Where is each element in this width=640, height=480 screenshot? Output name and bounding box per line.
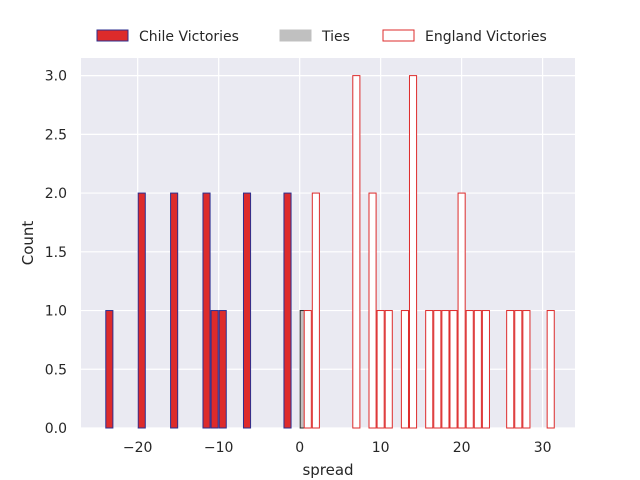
x-tick-label: 0 [295, 440, 304, 456]
bar-series-2 [425, 310, 434, 429]
legend-swatch [279, 29, 312, 42]
legend-label: England Victories [425, 29, 547, 45]
y-tick-label: 2.0 [45, 186, 67, 202]
x-tick-label: −10 [204, 440, 234, 456]
legend-label: Chile Victories [139, 29, 239, 45]
y-tick-label: 0.5 [45, 362, 67, 378]
bar-series-0 [283, 192, 292, 429]
bar-series-2 [506, 310, 515, 429]
bar-series-2 [465, 310, 474, 429]
x-tick-label: −20 [123, 440, 153, 456]
legend-swatch [96, 29, 129, 42]
x-axis-ticks: −20 −10 0 10 20 30 [123, 440, 552, 456]
bar-series-2 [303, 310, 312, 429]
bar-series-2 [376, 310, 385, 429]
legend: Chile Victories Ties England Victories [96, 29, 547, 45]
y-tick-label: 2.5 [45, 127, 67, 143]
bar-series-2 [457, 192, 466, 429]
x-tick-label: 10 [372, 440, 390, 456]
y-axis-ticks: 0.0 0.5 1.0 1.5 2.0 2.5 3.0 [45, 69, 67, 437]
bars [105, 75, 555, 429]
bar-series-2 [546, 310, 555, 429]
x-tick-label: 20 [453, 440, 471, 456]
y-tick-label: 3.0 [45, 69, 67, 85]
y-tick-label: 0.0 [45, 421, 67, 437]
plot-area [81, 58, 575, 428]
bar-series-2 [473, 310, 482, 429]
x-tick-label: 30 [534, 440, 552, 456]
bar-series-2 [433, 310, 442, 429]
bar-series-0 [218, 310, 227, 429]
bar-series-0 [210, 310, 219, 429]
bar-series-2 [400, 310, 409, 429]
bar-series-2 [368, 192, 377, 429]
bar-series-2 [408, 75, 418, 429]
y-tick-label: 1.5 [45, 245, 67, 261]
bar-series-2 [352, 75, 361, 429]
bar-series-0 [202, 192, 211, 429]
bar-series-2 [311, 192, 320, 429]
y-axis-label: Count [19, 221, 37, 266]
bar-series-2 [441, 310, 450, 429]
bar-series-2 [384, 310, 393, 429]
bar-series-0 [242, 192, 252, 429]
bar-series-0 [170, 192, 179, 429]
bar-series-2 [522, 310, 531, 429]
legend-swatch [382, 29, 415, 42]
bar-series-2 [514, 310, 523, 429]
legend-label: Ties [321, 29, 350, 45]
bar-series-2 [449, 310, 458, 429]
bar-series-2 [481, 310, 490, 429]
x-axis-label: spread [302, 461, 353, 479]
y-tick-label: 1.0 [45, 304, 67, 320]
bar-series-0 [105, 310, 114, 429]
bar-series-0 [137, 192, 146, 429]
